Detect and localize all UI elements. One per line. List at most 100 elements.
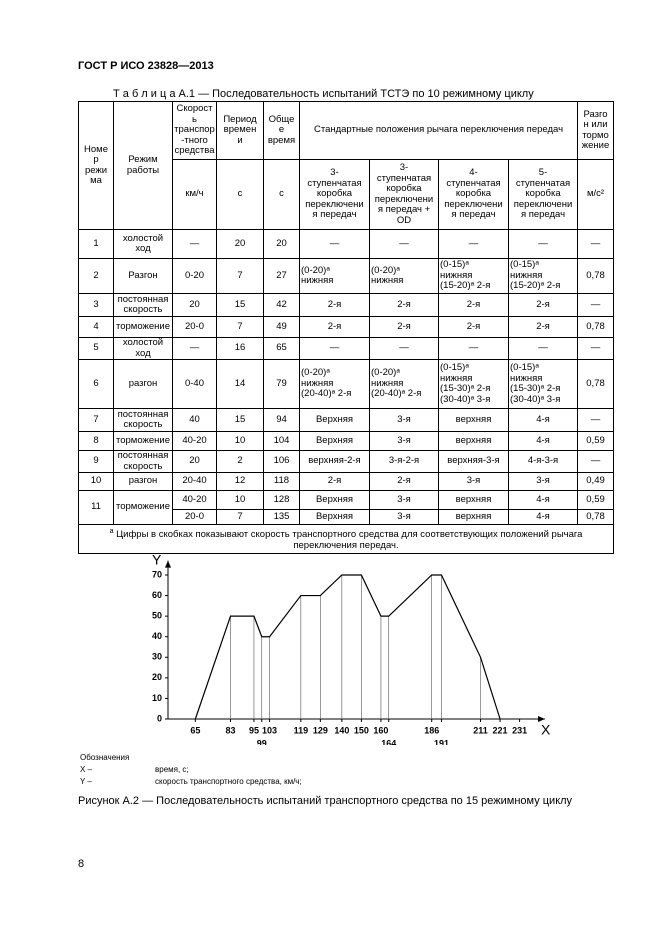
table-head: Номе р режи ма Режим работы Скорост ь тр…	[78, 101, 615, 230]
table-cell: постоянная скорость	[113, 450, 173, 473]
table-cell: 27	[263, 258, 300, 294]
table-cell: —	[369, 229, 439, 259]
table-cell: 2-я	[299, 293, 370, 317]
table-cell: —	[577, 408, 615, 432]
table-cell: 14	[216, 359, 264, 409]
table-cell: 3-я	[369, 490, 439, 510]
table-foot: a Цифры в скобках показывают скорость тр…	[77, 523, 615, 555]
table-cell: верхняя-2-я	[299, 450, 370, 473]
table-cell: 2-я	[438, 293, 509, 317]
table-cell: —	[369, 337, 439, 360]
x-axis-arrow	[538, 716, 545, 722]
x-axis-label: X	[541, 722, 551, 738]
table-cell: 2-я	[299, 472, 370, 491]
table-cell: 2-я	[299, 316, 370, 338]
x-tick-label: 140	[334, 725, 349, 735]
x-tick-label: 103	[262, 725, 277, 735]
footnote-cell: a Цифры в скобках показывают скорость тр…	[77, 523, 615, 555]
table-cell: (0-15)ᵃ нижняя (15-20)ᵃ 2-я	[507, 258, 579, 294]
table-cell: 0,78	[577, 359, 615, 409]
table-cell: 2-я	[438, 316, 509, 338]
table-cell: 8	[78, 431, 114, 451]
unit-cell: с	[263, 159, 300, 230]
table-row: 5 холостой ход —16 65— — — — —	[78, 337, 615, 360]
table-cell: 0,78	[577, 509, 615, 525]
x-tick-label: 231	[512, 725, 527, 735]
x-tick-label: 119	[294, 725, 309, 735]
header-cell: Режим работы	[113, 101, 173, 230]
y-tick-label: 0	[157, 713, 162, 723]
header-cell: Обще е время	[263, 101, 300, 160]
table-cell: 10	[216, 431, 264, 451]
table-cell: 49	[263, 316, 300, 338]
table-cell: —	[299, 337, 370, 360]
table-cell: холостой ход	[113, 229, 173, 259]
table-cell: 7	[216, 316, 264, 338]
header-cell: 3- ступенчатая коробка переключени я пер…	[299, 159, 370, 230]
table-row: 2 Разгон 0-20 7 27 (0-20)ᵃ нижняя (0-20)ᵃ нижн…	[78, 258, 615, 294]
table-cell: 0,78	[577, 316, 615, 338]
table-row: 9 постоянная скорость 20 2 106 верхняя-2-я 3-я…	[78, 450, 615, 473]
header-cell: Разго н или тормо жение	[577, 101, 615, 160]
table-cell: —	[577, 337, 615, 360]
table-cell: верхняя	[438, 431, 509, 451]
figure-caption: Рисунок А.2 — Последовательность испытан…	[78, 795, 573, 807]
table-cell: 0-40	[172, 359, 217, 409]
header-cell: Номе р режи ма	[78, 101, 114, 230]
y-tick-label: 70	[152, 569, 162, 579]
table-cell: 4-я-3-я	[507, 450, 579, 473]
table-cell: торможение	[113, 431, 173, 451]
table-cell: постоянная скорость	[113, 408, 173, 432]
x-tick-label: 160	[373, 725, 388, 735]
y-tick-label: 30	[152, 652, 162, 662]
table-cell: —	[507, 229, 579, 259]
legend-text: время, с;	[155, 765, 189, 774]
table-cell: 20	[172, 293, 217, 317]
table-row: 8 торможение 40-20 10 104 Верхняя 3-я верхняя 4-…	[78, 431, 615, 451]
page-number: 8	[78, 858, 85, 870]
table-cell: 7	[216, 258, 264, 294]
table-cell: 20	[216, 229, 264, 259]
legend: Обозначения X – время, с; Y – скорость тра…	[80, 752, 302, 788]
table-cell: Верхняя	[299, 431, 370, 451]
table-cell: —	[172, 337, 217, 360]
legend-title: Обозначения	[80, 753, 130, 762]
table-cell: 4-я	[507, 408, 579, 432]
table-cell: 135	[263, 509, 300, 525]
table-cell: 4-я	[507, 509, 579, 525]
table-cell: 79	[263, 359, 300, 409]
table-cell: 7	[216, 509, 264, 525]
table-cell: 40	[172, 408, 217, 432]
table-cell: 2-я	[369, 472, 439, 491]
y-tick-label: 50	[152, 611, 162, 621]
y-tick-label: 10	[152, 693, 162, 703]
table-row: 4 торможение 20-0 7 49 2-я 2-я 2-я 2-я 0,78	[78, 316, 615, 338]
unit-cell: с	[216, 159, 264, 230]
table-cell: Верхняя	[299, 490, 370, 510]
table-cell: 20	[172, 450, 217, 473]
header-cell: Стандартные положения рычага переключени…	[298, 101, 579, 160]
table-cell: 3	[78, 293, 114, 317]
table-cell: 94	[263, 408, 300, 432]
table-cell: 0,78	[577, 258, 615, 294]
table-cell: 20	[263, 229, 300, 259]
table-cell: 2-я	[369, 316, 439, 338]
x-tick-label: 191	[434, 738, 449, 745]
table-cell: Верхняя	[299, 509, 370, 525]
table-cell: 4-я	[507, 431, 579, 451]
table-cell: 10	[78, 472, 114, 491]
table-cell: 15	[216, 408, 264, 432]
table-row: 7 постоянная скорость 40 15 94 Верхняя 3-я верх…	[78, 408, 615, 432]
table-cell: верхняя	[438, 408, 509, 432]
y-axis-label: Y	[152, 551, 162, 567]
table-cell: 1	[78, 229, 114, 259]
table-cell: (0-15)ᵃ нижняя (15-20)ᵃ 2-я	[438, 258, 509, 294]
header-cell: Скорост ь транспор -тного средства	[172, 101, 217, 160]
table-cell: (0-20)ᵃ нижняя	[299, 258, 370, 294]
table-cell: 11	[78, 490, 114, 525]
table-cell: (0-20)ᵃ нижняя (20-40)ᵃ 2-я	[299, 359, 370, 409]
table-cell: торможение	[113, 316, 173, 338]
table-cell: 40-20	[172, 490, 217, 510]
table-cell: (0-20)ᵃ нижняя (20-40)ᵃ 2-я	[369, 359, 439, 409]
